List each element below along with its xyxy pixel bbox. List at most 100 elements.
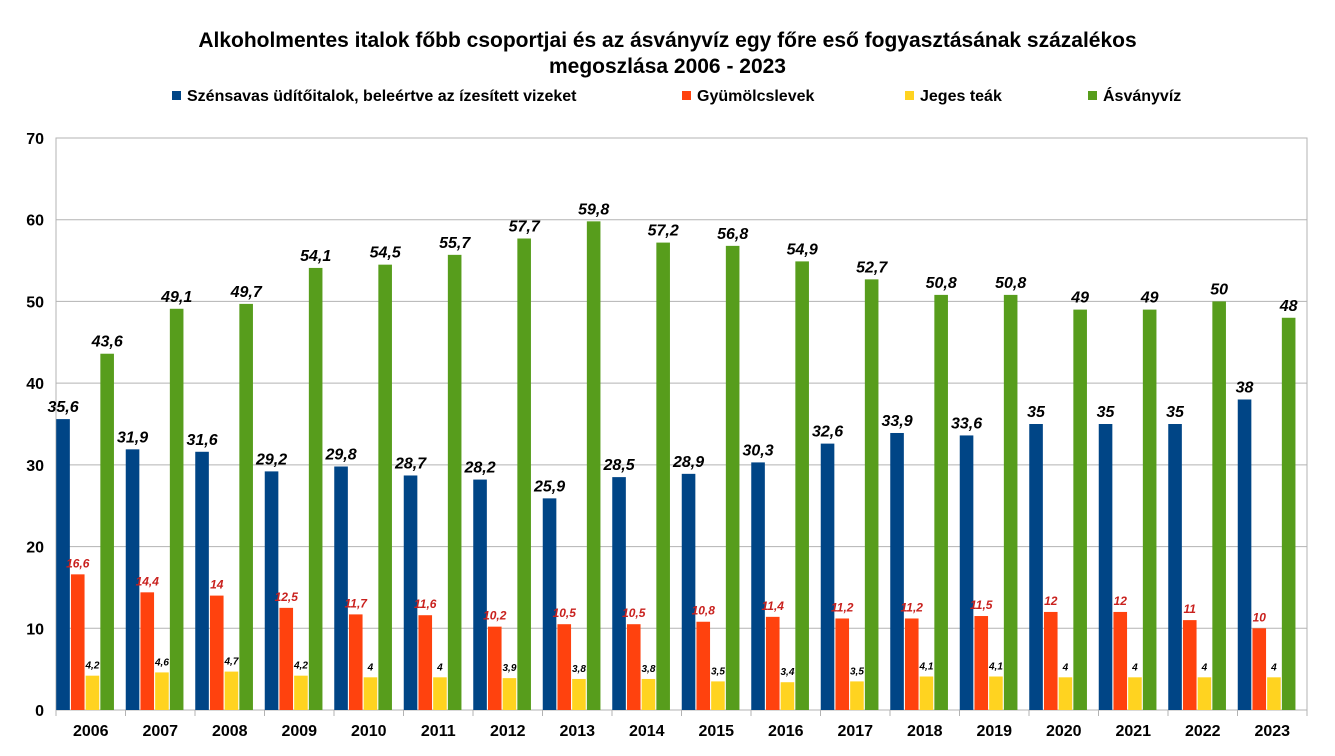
data-label-series-1: 12 [1114, 594, 1128, 608]
data-label-series-0: 35 [1097, 404, 1116, 421]
bar-series-3 [1003, 294, 1018, 710]
data-label-series-1: 11,7 [345, 596, 369, 610]
data-label-series-3: 49,1 [160, 289, 192, 306]
bar-series-3 [100, 353, 114, 710]
y-tick-label: 20 [26, 540, 44, 557]
data-label-series-2: 4,2 [84, 661, 99, 672]
x-tick-label: 2023 [1254, 723, 1290, 740]
data-label-series-3: 55,7 [439, 235, 471, 252]
data-label-series-3: 56,8 [717, 226, 748, 243]
x-tick-label: 2021 [1115, 723, 1151, 740]
legend-label-icetea: Jeges teák [920, 88, 1002, 105]
x-tick-label: 2020 [1046, 723, 1082, 740]
data-label-series-2: 3,8 [641, 664, 655, 675]
bar-series-1 [70, 574, 85, 710]
data-label-series-3: 48 [1279, 298, 1298, 315]
data-label-series-2: 4 [1270, 662, 1277, 673]
bar-series-3 [169, 308, 184, 710]
data-label-series-0: 28,9 [672, 454, 704, 471]
x-tick-label: 2017 [837, 723, 873, 740]
data-label-series-1: 10,2 [483, 609, 507, 623]
data-label-series-3: 50,8 [995, 275, 1026, 292]
data-label-series-2: 3,8 [572, 664, 586, 675]
data-label-series-1: 11,4 [762, 599, 785, 613]
bar-series-3 [1281, 317, 1296, 710]
data-label-series-3: 49 [1070, 290, 1089, 307]
bar-series-2 [85, 675, 100, 710]
data-label-series-2: 3,9 [502, 663, 516, 674]
data-label-series-3: 57,2 [648, 223, 679, 240]
bar-series-1 [974, 616, 989, 710]
bar-series-1 [279, 607, 294, 710]
legend-swatch-juice [682, 91, 691, 100]
bar-series-2 [224, 671, 239, 710]
data-label-series-2: 4,7 [223, 657, 238, 668]
bar-series-3 [1142, 309, 1157, 710]
data-label-series-1: 12 [1044, 594, 1058, 608]
data-label-series-1: 11,6 [414, 597, 437, 611]
bar-series-0 [612, 477, 626, 710]
bar-series-1 [1182, 620, 1197, 710]
bar-series-1 [557, 624, 572, 710]
bar-series-0 [542, 498, 557, 710]
y-tick-label: 40 [26, 376, 44, 393]
bar-series-3 [656, 242, 670, 710]
bar-series-3 [517, 238, 531, 710]
bar-series-0 [264, 471, 279, 710]
data-label-series-3: 59,8 [578, 201, 609, 218]
bar-series-1 [835, 618, 850, 710]
x-tick-label: 2022 [1185, 723, 1221, 740]
bar-series-1 [140, 592, 155, 710]
data-label-series-3: 54,9 [787, 241, 818, 258]
bar-series-0 [473, 479, 487, 710]
data-label-series-0: 35 [1027, 404, 1046, 421]
bar-series-1 [765, 616, 780, 710]
data-label-series-0: 32,6 [812, 424, 843, 441]
data-label-series-0: 38 [1236, 379, 1254, 396]
bar-series-2 [919, 676, 934, 710]
bar-series-1 [904, 618, 919, 710]
data-label-series-2: 4 [1062, 662, 1069, 673]
x-tick-label: 2016 [768, 723, 804, 740]
bar-series-0 [820, 443, 835, 710]
data-label-series-3: 57,7 [509, 219, 541, 236]
bar-series-2 [572, 678, 586, 710]
x-tick-label: 2014 [629, 723, 665, 740]
bar-series-2 [850, 681, 864, 710]
y-tick-label: 60 [26, 213, 44, 230]
bar-series-2 [502, 678, 517, 710]
y-tick-label: 50 [26, 294, 44, 311]
data-label-series-3: 50,8 [926, 275, 957, 292]
data-label-series-0: 35 [1166, 404, 1185, 421]
bar-series-0 [1237, 399, 1252, 710]
data-label-series-3: 49 [1140, 290, 1159, 307]
bar-series-3 [795, 261, 809, 710]
x-tick-label: 2012 [490, 723, 526, 740]
data-label-series-3: 54,1 [300, 248, 331, 265]
data-label-series-0: 29,2 [255, 451, 287, 468]
legend-item-juice: Gyümölcslevek [682, 88, 814, 106]
bar-series-0 [195, 451, 209, 710]
data-label-series-2: 4,2 [293, 661, 308, 672]
x-tick-label: 2013 [559, 723, 595, 740]
bar-series-2 [433, 677, 447, 710]
bar-series-0 [1168, 424, 1182, 710]
data-label-series-2: 4 [1201, 662, 1208, 673]
bar-series-2 [780, 682, 795, 710]
bar-series-0 [751, 462, 765, 710]
bar-series-0 [56, 419, 70, 710]
bar-series-3 [725, 245, 740, 710]
bar-series-1 [209, 595, 224, 710]
x-tick-label: 2019 [976, 723, 1012, 740]
bar-series-1 [1113, 611, 1128, 710]
x-tick-label: 2011 [421, 723, 456, 740]
x-tick-label: 2010 [351, 723, 387, 740]
data-label-series-0: 25,9 [533, 478, 565, 495]
bar-series-0 [403, 475, 418, 710]
x-tick-label: 2015 [698, 723, 734, 740]
data-label-series-0: 35,6 [47, 399, 78, 416]
bar-series-3 [308, 267, 323, 710]
data-label-series-2: 4 [436, 662, 443, 673]
bar-series-2 [363, 677, 378, 710]
data-label-series-1: 14 [210, 578, 224, 592]
